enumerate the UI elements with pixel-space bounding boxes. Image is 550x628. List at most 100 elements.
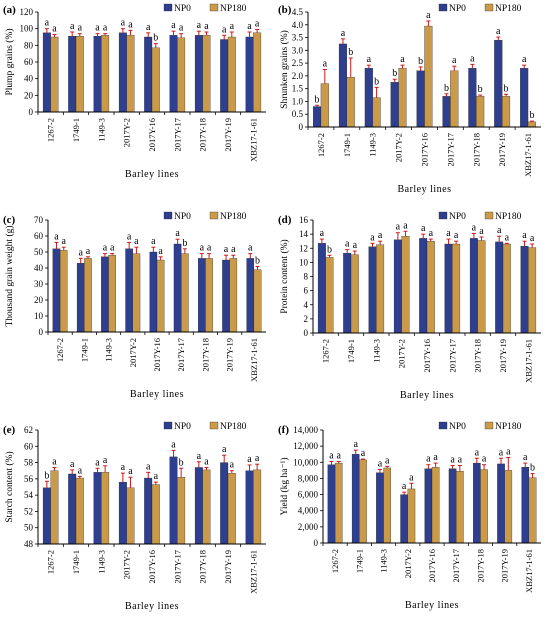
bar bbox=[59, 250, 68, 333]
significance-letter: a bbox=[433, 452, 438, 463]
significance-letter: a bbox=[450, 455, 455, 466]
bar bbox=[477, 240, 486, 334]
significance-letter: a bbox=[522, 230, 527, 241]
y-tick-label: 8,000 bbox=[298, 473, 319, 483]
significance-letter: b bbox=[182, 238, 187, 249]
legend: NP0 NP180 bbox=[163, 421, 247, 432]
bar bbox=[431, 466, 440, 544]
significance-letter: a bbox=[361, 448, 366, 459]
x-tick-label: 1149-3 bbox=[368, 133, 378, 157]
significance-letter: a bbox=[499, 447, 504, 458]
x-tick-label: XBZ17-1-61 bbox=[524, 549, 534, 593]
chart-panel: (b) 0 0.5 1.0 1.5 2.0 2.5 3.0 3.5 4.0 4.5 Shrunken … bbox=[278, 3, 541, 195]
bar bbox=[473, 462, 481, 544]
x-tick-label: 2017Y-17 bbox=[172, 118, 182, 152]
legend-swatch bbox=[209, 211, 219, 220]
y-tick-label: 2 bbox=[304, 314, 309, 324]
bar bbox=[151, 47, 160, 113]
y-tick-label: 14 bbox=[299, 229, 309, 239]
y-tick-label: 0 bbox=[29, 107, 34, 117]
bar bbox=[416, 70, 425, 128]
bar bbox=[101, 472, 110, 545]
significance-letter: a bbox=[151, 236, 156, 247]
bar bbox=[194, 35, 203, 113]
bar bbox=[424, 25, 433, 128]
legend-label: NP180 bbox=[495, 422, 522, 432]
y-axis-label: Protein content (%) bbox=[279, 239, 290, 313]
legend-swatch bbox=[438, 211, 448, 220]
significance-letter: a bbox=[154, 471, 159, 482]
bar bbox=[325, 257, 334, 334]
significance-letter: a bbox=[127, 231, 132, 242]
x-tick-label: 2017Y-18 bbox=[471, 133, 481, 167]
x-axis-label: Barley lines bbox=[400, 390, 454, 401]
x-tick-label: 2017Y-19 bbox=[500, 549, 510, 583]
bar bbox=[390, 82, 399, 128]
significance-letter: a bbox=[496, 26, 501, 37]
bar bbox=[520, 68, 529, 128]
bar bbox=[227, 36, 236, 113]
bar bbox=[456, 471, 464, 544]
legend-swatch bbox=[438, 421, 448, 430]
significance-letter: a bbox=[370, 232, 375, 243]
significance-letter: a bbox=[146, 461, 151, 472]
bar bbox=[144, 477, 153, 545]
bar bbox=[521, 466, 530, 544]
significance-letter: a bbox=[475, 447, 480, 458]
y-axis-label: Thousand grain weight (g) bbox=[4, 225, 15, 326]
y-tick-label: 120 bbox=[20, 7, 34, 17]
significance-letter: a bbox=[224, 244, 229, 255]
x-tick-label: 1749-1 bbox=[354, 549, 364, 573]
y-tick-label: 40 bbox=[24, 74, 34, 84]
bar bbox=[229, 258, 238, 333]
bar bbox=[527, 121, 536, 128]
bar bbox=[227, 473, 236, 545]
bar bbox=[253, 269, 262, 333]
x-tick-label: 2017Y-16 bbox=[422, 339, 432, 373]
significance-letter: a bbox=[523, 452, 528, 463]
significance-letter: a bbox=[78, 247, 83, 258]
bar bbox=[108, 255, 116, 333]
y-tick-label: 6,000 bbox=[298, 490, 319, 500]
bar bbox=[126, 35, 135, 113]
bar bbox=[407, 488, 416, 544]
bar bbox=[426, 241, 435, 334]
significance-letter: a bbox=[45, 18, 50, 29]
legend-label: NP180 bbox=[220, 422, 247, 432]
legend-label: NP0 bbox=[449, 212, 466, 222]
y-tick-label: 20 bbox=[34, 295, 44, 305]
bar bbox=[76, 263, 85, 333]
significance-letter: a bbox=[222, 444, 227, 455]
bar bbox=[149, 251, 158, 333]
bar bbox=[476, 96, 485, 128]
bar bbox=[424, 468, 433, 544]
significance-letter: a bbox=[171, 439, 176, 450]
significance-letter: b bbox=[255, 255, 260, 266]
bar bbox=[376, 244, 385, 334]
x-tick-label: 2017Y-16 bbox=[152, 338, 162, 372]
bar bbox=[194, 467, 203, 545]
bar bbox=[528, 247, 537, 334]
bar bbox=[50, 36, 59, 113]
significance-letter: a bbox=[479, 226, 484, 237]
bar bbox=[144, 36, 153, 113]
bar bbox=[246, 258, 255, 333]
significance-letter: a bbox=[52, 24, 57, 35]
y-tick-label: 52 bbox=[24, 506, 33, 516]
bar bbox=[75, 477, 84, 545]
bar bbox=[494, 39, 503, 128]
x-tick-label: 1267-2 bbox=[321, 339, 331, 363]
significance-letter: a bbox=[128, 466, 133, 477]
legend-swatch bbox=[484, 211, 494, 220]
y-axis-label: Shrunken grains (%) bbox=[279, 30, 290, 109]
significance-letter: a bbox=[341, 28, 346, 39]
significance-letter: a bbox=[248, 243, 253, 254]
significance-letter: a bbox=[403, 220, 408, 231]
legend: NP0 NP180 bbox=[438, 211, 522, 222]
legend-label: NP0 bbox=[174, 212, 191, 222]
bar bbox=[350, 254, 359, 334]
